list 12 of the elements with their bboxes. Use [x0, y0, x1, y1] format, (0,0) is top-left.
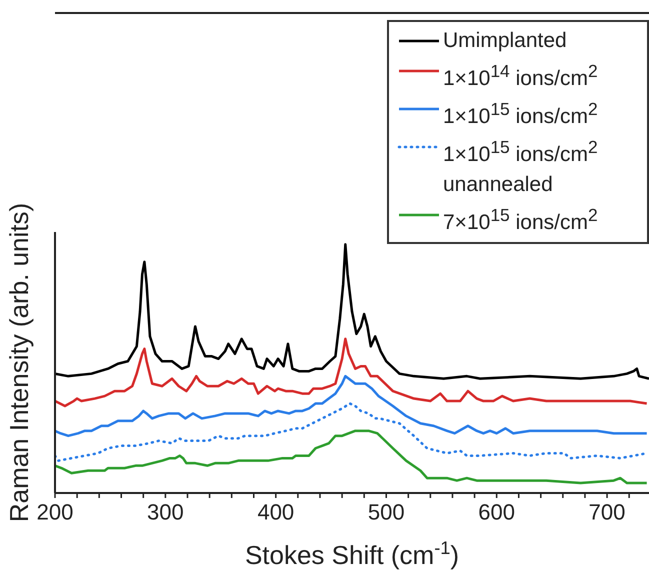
- x-tick-label: 400: [257, 500, 294, 525]
- x-tick-label: 700: [588, 500, 626, 525]
- y-axis-title: Raman Intensity (arb. units): [4, 202, 34, 522]
- x-tick-label: 500: [368, 500, 405, 525]
- legend-label: 1×10$^{15}$ ions/cm$^{2}$: [443, 98, 599, 130]
- x-tick-label: 200: [36, 500, 74, 525]
- legend-label: 7×10$^{15}$ ions/cm$^{2}$: [443, 204, 599, 236]
- legend-label: Umimplanted: [443, 28, 568, 54]
- x-axis-title: Stokes Shift (cm$^{-1}$): [244, 538, 460, 570]
- x-tick-label: 600: [478, 500, 515, 525]
- x-tick-label: 300: [147, 500, 184, 525]
- legend-label: 1×10$^{14}$ ions/cm$^{2}$: [443, 60, 599, 92]
